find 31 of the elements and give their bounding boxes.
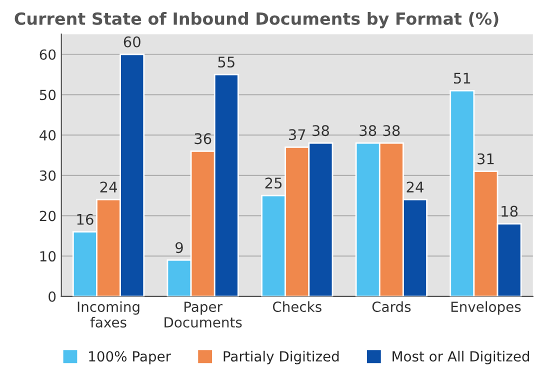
x-tick-label: Paper Documents <box>164 302 242 328</box>
x-tick-label: Cards <box>372 301 411 312</box>
data-label: 38 <box>383 125 400 136</box>
legend-label: 100% Paper <box>89 351 172 364</box>
data-label: 55 <box>218 56 234 68</box>
y-tick-label: 0 <box>48 291 56 302</box>
x-tick-label: Incoming faxes <box>78 301 140 328</box>
y-tick-label: 50 <box>40 90 56 100</box>
x-tick-label: Checks <box>272 301 322 312</box>
y-tick-label: 10 <box>40 251 56 262</box>
legend-label: Partialy Digitized <box>224 350 339 364</box>
data-label: 9 <box>176 242 183 254</box>
data-label: 51 <box>454 72 470 84</box>
data-label: 36 <box>194 133 212 144</box>
data-label: 25 <box>265 178 282 189</box>
legend-label: Most or All Digitized <box>392 350 530 364</box>
y-tick-label: 20 <box>40 210 56 222</box>
data-label: 31 <box>478 153 494 164</box>
data-label: 60 <box>124 36 140 48</box>
y-tick-label: 60 <box>40 49 56 60</box>
x-tick-label: Envelopes <box>451 301 521 315</box>
data-label: 24 <box>100 182 117 192</box>
data-label: 38 <box>312 125 329 136</box>
data-label: 16 <box>77 214 94 225</box>
y-tick-label: 30 <box>40 170 56 181</box>
y-tick-label: 40 <box>40 130 56 141</box>
data-label: 18 <box>502 206 518 217</box>
data-label: 37 <box>288 129 306 140</box>
data-label: 24 <box>406 182 424 192</box>
chart-title: Current State of Inbound Documents by Format (%) <box>14 12 498 28</box>
data-label: 38 <box>360 125 376 136</box>
